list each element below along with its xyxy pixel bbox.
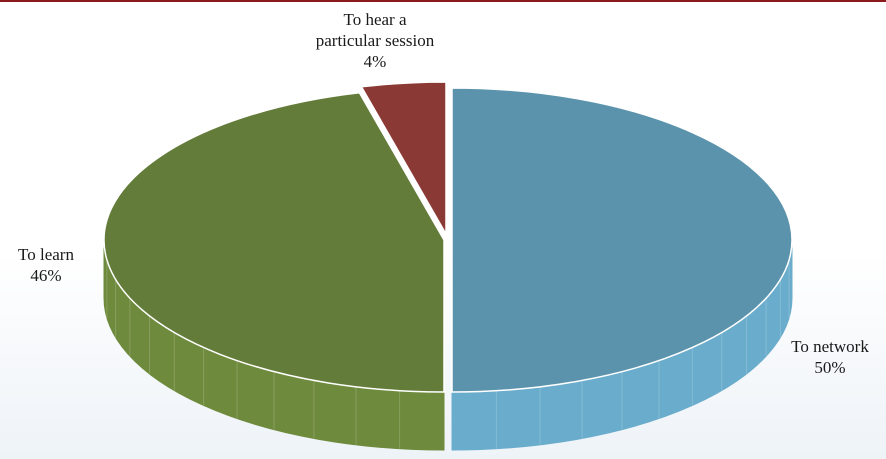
slice-value: 4% bbox=[363, 52, 387, 71]
slice-label-learn: To learn 46% bbox=[4, 244, 88, 286]
slice-label-line: particular session bbox=[315, 31, 435, 50]
slice-label-particular-session: To hear a particular session 4% bbox=[290, 9, 460, 72]
slice-learn bbox=[103, 91, 445, 393]
slice-particular-session bbox=[360, 81, 447, 237]
slice-label-line: To hear a bbox=[343, 10, 407, 29]
slice-network bbox=[451, 87, 793, 393]
pie-tops bbox=[103, 81, 793, 393]
slice-label-network: To network 50% bbox=[774, 336, 886, 378]
slice-label-line: To network bbox=[791, 337, 869, 356]
slice-value: 46% bbox=[30, 266, 62, 285]
top-border-rule bbox=[0, 0, 886, 2]
slice-label-line: To learn bbox=[18, 245, 74, 264]
slice-value: 50% bbox=[814, 358, 846, 377]
